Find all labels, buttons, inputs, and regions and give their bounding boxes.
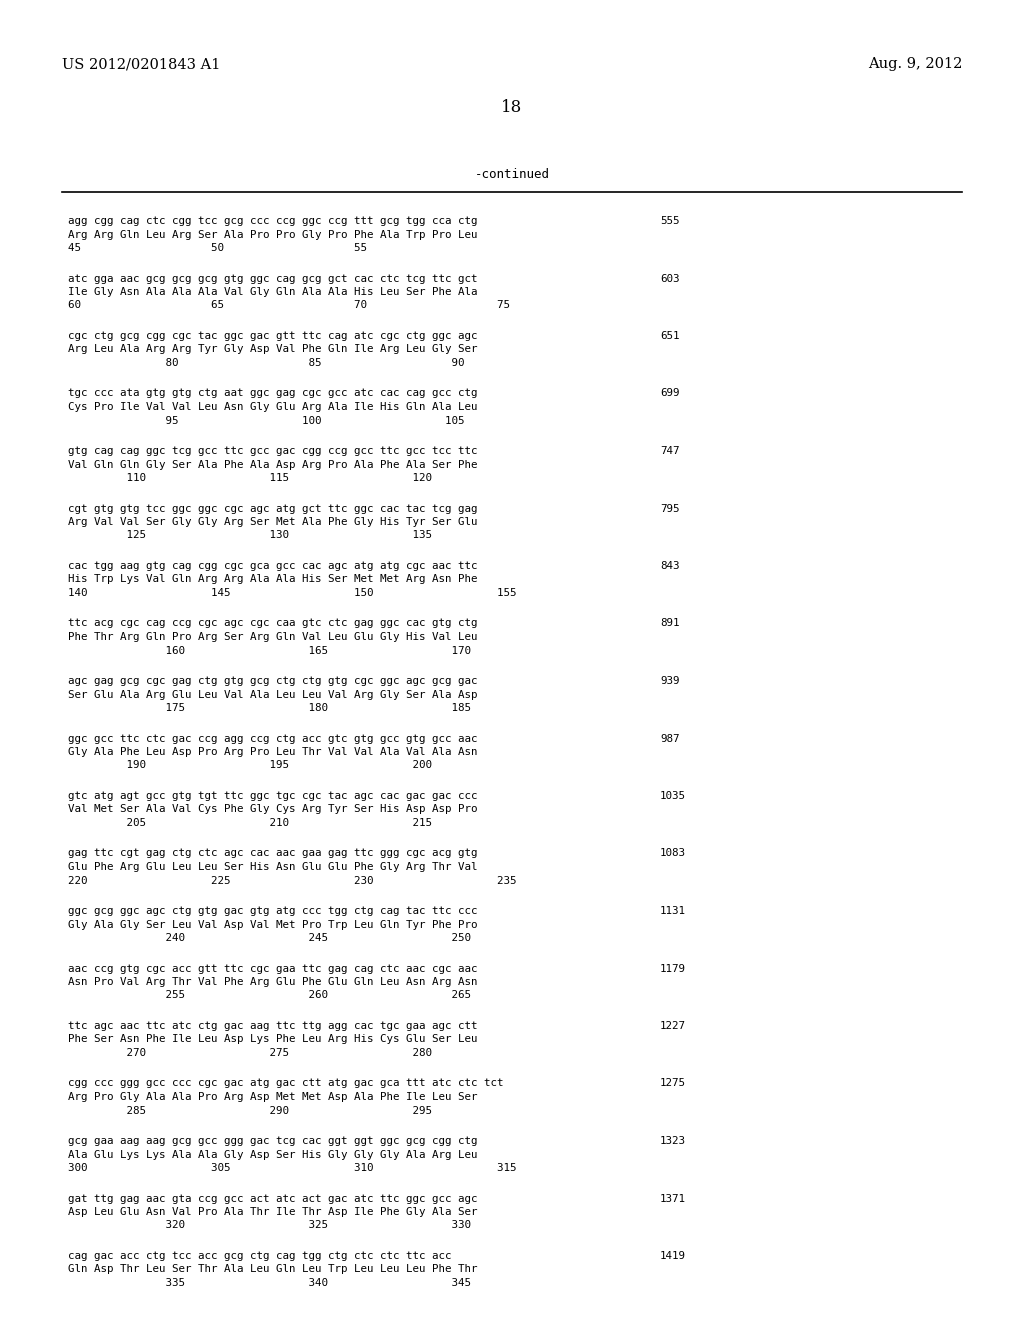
Text: 285                   290                   295: 285 290 295 (68, 1106, 432, 1115)
Text: 190                   195                   200: 190 195 200 (68, 760, 432, 771)
Text: 555: 555 (660, 216, 680, 226)
Text: 891: 891 (660, 619, 680, 628)
Text: 60                    65                    70                    75: 60 65 70 75 (68, 301, 510, 310)
Text: Asp Leu Glu Asn Val Pro Ala Thr Ile Thr Asp Ile Phe Gly Ala Ser: Asp Leu Glu Asn Val Pro Ala Thr Ile Thr … (68, 1206, 477, 1217)
Text: gag ttc cgt gag ctg ctc agc cac aac gaa gag ttc ggg cgc acg gtg: gag ttc cgt gag ctg ctc agc cac aac gaa … (68, 849, 477, 858)
Text: gcg gaa aag aag gcg gcc ggg gac tcg cac ggt ggt ggc gcg cgg ctg: gcg gaa aag aag gcg gcc ggg gac tcg cac … (68, 1137, 477, 1146)
Text: Ile Gly Asn Ala Ala Ala Val Gly Gln Ala Ala His Leu Ser Phe Ala: Ile Gly Asn Ala Ala Ala Val Gly Gln Ala … (68, 286, 477, 297)
Text: cgg ccc ggg gcc ccc cgc gac atg gac ctt atg gac gca ttt atc ctc tct: cgg ccc ggg gcc ccc cgc gac atg gac ctt … (68, 1078, 504, 1089)
Text: Arg Leu Ala Arg Arg Tyr Gly Asp Val Phe Gln Ile Arg Leu Gly Ser: Arg Leu Ala Arg Arg Tyr Gly Asp Val Phe … (68, 345, 477, 355)
Text: 110                   115                   120: 110 115 120 (68, 473, 432, 483)
Text: Ser Glu Ala Arg Glu Leu Val Ala Leu Leu Val Arg Gly Ser Ala Asp: Ser Glu Ala Arg Glu Leu Val Ala Leu Leu … (68, 689, 477, 700)
Text: gat ttg gag aac gta ccg gcc act atc act gac atc ttc ggc gcc agc: gat ttg gag aac gta ccg gcc act atc act … (68, 1193, 477, 1204)
Text: Arg Pro Gly Ala Ala Pro Arg Asp Met Met Asp Ala Phe Ile Leu Ser: Arg Pro Gly Ala Ala Pro Arg Asp Met Met … (68, 1092, 477, 1102)
Text: atc gga aac gcg gcg gcg gtg ggc cag gcg gct cac ctc tcg ttc gct: atc gga aac gcg gcg gcg gtg ggc cag gcg … (68, 273, 477, 284)
Text: Phe Ser Asn Phe Ile Leu Asp Lys Phe Leu Arg His Cys Glu Ser Leu: Phe Ser Asn Phe Ile Leu Asp Lys Phe Leu … (68, 1035, 477, 1044)
Text: Val Met Ser Ala Val Cys Phe Gly Cys Arg Tyr Ser His Asp Asp Pro: Val Met Ser Ala Val Cys Phe Gly Cys Arg … (68, 804, 477, 814)
Text: 175                   180                   185: 175 180 185 (68, 704, 471, 713)
Text: US 2012/0201843 A1: US 2012/0201843 A1 (62, 57, 220, 71)
Text: 1083: 1083 (660, 849, 686, 858)
Text: 220                   225                   230                   235: 220 225 230 235 (68, 875, 516, 886)
Text: 1131: 1131 (660, 906, 686, 916)
Text: 45                    50                    55: 45 50 55 (68, 243, 367, 253)
Text: 95                   100                   105: 95 100 105 (68, 416, 465, 425)
Text: Phe Thr Arg Gln Pro Arg Ser Arg Gln Val Leu Glu Gly His Val Leu: Phe Thr Arg Gln Pro Arg Ser Arg Gln Val … (68, 632, 477, 642)
Text: gtg cag cag ggc tcg gcc ttc gcc gac cgg ccg gcc ttc gcc tcc ttc: gtg cag cag ggc tcg gcc ttc gcc gac cgg … (68, 446, 477, 455)
Text: Gln Asp Thr Leu Ser Thr Ala Leu Gln Leu Trp Leu Leu Leu Phe Thr: Gln Asp Thr Leu Ser Thr Ala Leu Gln Leu … (68, 1265, 477, 1275)
Text: 987: 987 (660, 734, 680, 743)
Text: 1035: 1035 (660, 791, 686, 801)
Text: 1371: 1371 (660, 1193, 686, 1204)
Text: cgt gtg gtg tcc ggc ggc cgc agc atg gct ttc ggc cac tac tcg gag: cgt gtg gtg tcc ggc ggc cgc agc atg gct … (68, 503, 477, 513)
Text: tgc ccc ata gtg gtg ctg aat ggc gag cgc gcc atc cac cag gcc ctg: tgc ccc ata gtg gtg ctg aat ggc gag cgc … (68, 388, 477, 399)
Text: 603: 603 (660, 273, 680, 284)
Text: 1275: 1275 (660, 1078, 686, 1089)
Text: 270                   275                   280: 270 275 280 (68, 1048, 432, 1059)
Text: ggc gcg ggc agc ctg gtg gac gtg atg ccc tgg ctg cag tac ttc ccc: ggc gcg ggc agc ctg gtg gac gtg atg ccc … (68, 906, 477, 916)
Text: ttc acg cgc cag ccg cgc agc cgc caa gtc ctc gag ggc cac gtg ctg: ttc acg cgc cag ccg cgc agc cgc caa gtc … (68, 619, 477, 628)
Text: 747: 747 (660, 446, 680, 455)
Text: 125                   130                   135: 125 130 135 (68, 531, 432, 540)
Text: Cys Pro Ile Val Val Leu Asn Gly Glu Arg Ala Ile His Gln Ala Leu: Cys Pro Ile Val Val Leu Asn Gly Glu Arg … (68, 403, 477, 412)
Text: cac tgg aag gtg cag cgg cgc gca gcc cac agc atg atg cgc aac ttc: cac tgg aag gtg cag cgg cgc gca gcc cac … (68, 561, 477, 572)
Text: ggc gcc ttc ctc gac ccg agg ccg ctg acc gtc gtg gcc gtg gcc aac: ggc gcc ttc ctc gac ccg agg ccg ctg acc … (68, 734, 477, 743)
Text: 1227: 1227 (660, 1020, 686, 1031)
Text: cag gac acc ctg tcc acc gcg ctg cag tgg ctg ctc ctc ttc acc: cag gac acc ctg tcc acc gcg ctg cag tgg … (68, 1251, 452, 1261)
Text: 651: 651 (660, 331, 680, 341)
Text: 140                   145                   150                   155: 140 145 150 155 (68, 587, 516, 598)
Text: -continued: -continued (474, 168, 550, 181)
Text: Glu Phe Arg Glu Leu Leu Ser His Asn Glu Glu Phe Gly Arg Thr Val: Glu Phe Arg Glu Leu Leu Ser His Asn Glu … (68, 862, 477, 873)
Text: Ala Glu Lys Lys Ala Ala Gly Asp Ser His Gly Gly Gly Ala Arg Leu: Ala Glu Lys Lys Ala Ala Gly Asp Ser His … (68, 1150, 477, 1159)
Text: 335                   340                   345: 335 340 345 (68, 1278, 471, 1288)
Text: 205                   210                   215: 205 210 215 (68, 818, 432, 828)
Text: Gly Ala Gly Ser Leu Val Asp Val Met Pro Trp Leu Gln Tyr Phe Pro: Gly Ala Gly Ser Leu Val Asp Val Met Pro … (68, 920, 477, 929)
Text: cgc ctg gcg cgg cgc tac ggc gac gtt ttc cag atc cgc ctg ggc agc: cgc ctg gcg cgg cgc tac ggc gac gtt ttc … (68, 331, 477, 341)
Text: Gly Ala Phe Leu Asp Pro Arg Pro Leu Thr Val Val Ala Val Ala Asn: Gly Ala Phe Leu Asp Pro Arg Pro Leu Thr … (68, 747, 477, 756)
Text: 1419: 1419 (660, 1251, 686, 1261)
Text: 1323: 1323 (660, 1137, 686, 1146)
Text: Val Gln Gln Gly Ser Ala Phe Ala Asp Arg Pro Ala Phe Ala Ser Phe: Val Gln Gln Gly Ser Ala Phe Ala Asp Arg … (68, 459, 477, 470)
Text: agg cgg cag ctc cgg tcc gcg ccc ccg ggc ccg ttt gcg tgg cca ctg: agg cgg cag ctc cgg tcc gcg ccc ccg ggc … (68, 216, 477, 226)
Text: Asn Pro Val Arg Thr Val Phe Arg Glu Phe Glu Gln Leu Asn Arg Asn: Asn Pro Val Arg Thr Val Phe Arg Glu Phe … (68, 977, 477, 987)
Text: 939: 939 (660, 676, 680, 686)
Text: Aug. 9, 2012: Aug. 9, 2012 (867, 57, 962, 71)
Text: Arg Val Val Ser Gly Gly Arg Ser Met Ala Phe Gly His Tyr Ser Glu: Arg Val Val Ser Gly Gly Arg Ser Met Ala … (68, 517, 477, 527)
Text: 80                    85                    90: 80 85 90 (68, 358, 465, 368)
Text: ttc agc aac ttc atc ctg gac aag ttc ttg agg cac tgc gaa agc ctt: ttc agc aac ttc atc ctg gac aag ttc ttg … (68, 1020, 477, 1031)
Text: gtc atg agt gcc gtg tgt ttc ggc tgc cgc tac agc cac gac gac ccc: gtc atg agt gcc gtg tgt ttc ggc tgc cgc … (68, 791, 477, 801)
Text: 255                   260                   265: 255 260 265 (68, 990, 471, 1001)
Text: Arg Arg Gln Leu Arg Ser Ala Pro Pro Gly Pro Phe Ala Trp Pro Leu: Arg Arg Gln Leu Arg Ser Ala Pro Pro Gly … (68, 230, 477, 239)
Text: 1179: 1179 (660, 964, 686, 974)
Text: 320                   325                   330: 320 325 330 (68, 1221, 471, 1230)
Text: 240                   245                   250: 240 245 250 (68, 933, 471, 942)
Text: agc gag gcg cgc gag ctg gtg gcg ctg ctg gtg cgc ggc agc gcg gac: agc gag gcg cgc gag ctg gtg gcg ctg ctg … (68, 676, 477, 686)
Text: aac ccg gtg cgc acc gtt ttc cgc gaa ttc gag cag ctc aac cgc aac: aac ccg gtg cgc acc gtt ttc cgc gaa ttc … (68, 964, 477, 974)
Text: His Trp Lys Val Gln Arg Arg Ala Ala His Ser Met Met Arg Asn Phe: His Trp Lys Val Gln Arg Arg Ala Ala His … (68, 574, 477, 585)
Text: 843: 843 (660, 561, 680, 572)
Text: 300                   305                   310                   315: 300 305 310 315 (68, 1163, 516, 1173)
Text: 699: 699 (660, 388, 680, 399)
Text: 795: 795 (660, 503, 680, 513)
Text: 18: 18 (502, 99, 522, 116)
Text: 160                   165                   170: 160 165 170 (68, 645, 471, 656)
